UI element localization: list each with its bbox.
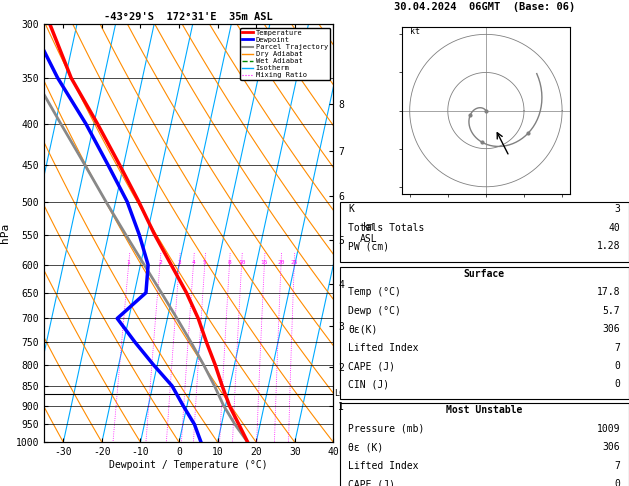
Text: 10: 10 (238, 260, 245, 265)
Text: LCL: LCL (335, 389, 350, 399)
Text: 306: 306 (603, 324, 620, 334)
Y-axis label: km
ASL: km ASL (360, 223, 378, 244)
Text: 2: 2 (158, 260, 162, 265)
Text: Temp (°C): Temp (°C) (348, 287, 401, 297)
Text: CAPE (J): CAPE (J) (348, 479, 396, 486)
Text: 0: 0 (615, 479, 620, 486)
Text: 17.8: 17.8 (597, 287, 620, 297)
Text: kt: kt (409, 27, 420, 36)
Text: Lifted Index: Lifted Index (348, 461, 419, 470)
Text: CAPE (J): CAPE (J) (348, 361, 396, 371)
Text: 1: 1 (127, 260, 130, 265)
Text: 7: 7 (615, 461, 620, 470)
Text: K: K (348, 205, 354, 214)
Text: 4: 4 (192, 260, 195, 265)
Text: 25: 25 (291, 260, 298, 265)
Text: 0: 0 (615, 361, 620, 371)
Text: CIN (J): CIN (J) (348, 380, 389, 389)
Text: 306: 306 (603, 442, 620, 452)
Text: 7: 7 (615, 343, 620, 352)
Text: Lifted Index: Lifted Index (348, 343, 419, 352)
X-axis label: Dewpoint / Temperature (°C): Dewpoint / Temperature (°C) (109, 460, 268, 470)
Text: 15: 15 (260, 260, 268, 265)
Text: 8: 8 (228, 260, 231, 265)
Text: 5: 5 (203, 260, 206, 265)
Text: PW (cm): PW (cm) (348, 242, 389, 251)
Text: 1009: 1009 (597, 424, 620, 434)
Bar (340, 403, 629, 486)
Text: 0: 0 (615, 380, 620, 389)
Text: 40: 40 (609, 223, 620, 233)
Text: 30.04.2024  06GMT  (Base: 06): 30.04.2024 06GMT (Base: 06) (394, 2, 575, 13)
Text: Pressure (mb): Pressure (mb) (348, 424, 425, 434)
Bar (340, 267, 629, 399)
Text: Dewp (°C): Dewp (°C) (348, 306, 401, 315)
Bar (340, 202, 629, 262)
Text: 1.28: 1.28 (597, 242, 620, 251)
Text: Surface: Surface (464, 269, 505, 278)
Y-axis label: hPa: hPa (0, 223, 10, 243)
Text: θε(K): θε(K) (348, 324, 378, 334)
Text: -43°29'S  172°31'E  35m ASL: -43°29'S 172°31'E 35m ASL (104, 12, 273, 22)
Text: 20: 20 (277, 260, 285, 265)
Text: Most Unstable: Most Unstable (446, 405, 523, 415)
Text: θε (K): θε (K) (348, 442, 384, 452)
Text: 3: 3 (615, 205, 620, 214)
Legend: Temperature, Dewpoint, Parcel Trajectory, Dry Adiabat, Wet Adiabat, Isotherm, Mi: Temperature, Dewpoint, Parcel Trajectory… (240, 28, 330, 80)
Text: 3: 3 (177, 260, 181, 265)
Text: Totals Totals: Totals Totals (348, 223, 425, 233)
Text: 5.7: 5.7 (603, 306, 620, 315)
